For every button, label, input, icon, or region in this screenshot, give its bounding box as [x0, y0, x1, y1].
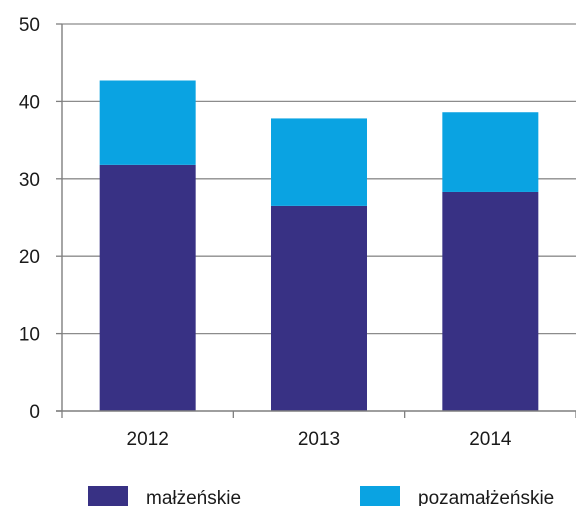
y-tick-label: 30 — [19, 170, 40, 191]
bar-2012-series-0 — [99, 164, 196, 411]
y-tick-label: 50 — [19, 15, 40, 36]
y-tick-label: 0 — [29, 402, 40, 423]
x-tick-label: 2012 — [127, 429, 169, 450]
bar-2014-series-0 — [442, 191, 539, 411]
legend-swatch-0 — [88, 486, 128, 506]
x-axis-ticks: 2012 2013 2014 — [61, 411, 576, 450]
bar-2013-series-0 — [271, 205, 367, 411]
y-tick-label: 20 — [19, 247, 40, 268]
axes — [56, 24, 576, 412]
legend-label-0: małżeńskie — [146, 488, 241, 506]
x-tick-label: 2013 — [298, 429, 340, 450]
bar-2014-series-1 — [442, 112, 539, 192]
legend-swatch-1 — [360, 486, 400, 506]
bars — [99, 80, 539, 411]
legend: małżeńskie pozamałżeńskie — [88, 486, 554, 506]
legend-label-1: pozamałżeńskie — [418, 488, 554, 506]
y-tick-label: 10 — [19, 325, 40, 346]
x-tick-label: 2014 — [469, 429, 512, 450]
bar-2012-series-1 — [99, 80, 196, 165]
y-axis-ticks: 0 10 20 30 40 50 — [19, 15, 62, 423]
y-tick-label: 40 — [19, 92, 40, 113]
bar-2013-series-1 — [271, 118, 367, 206]
